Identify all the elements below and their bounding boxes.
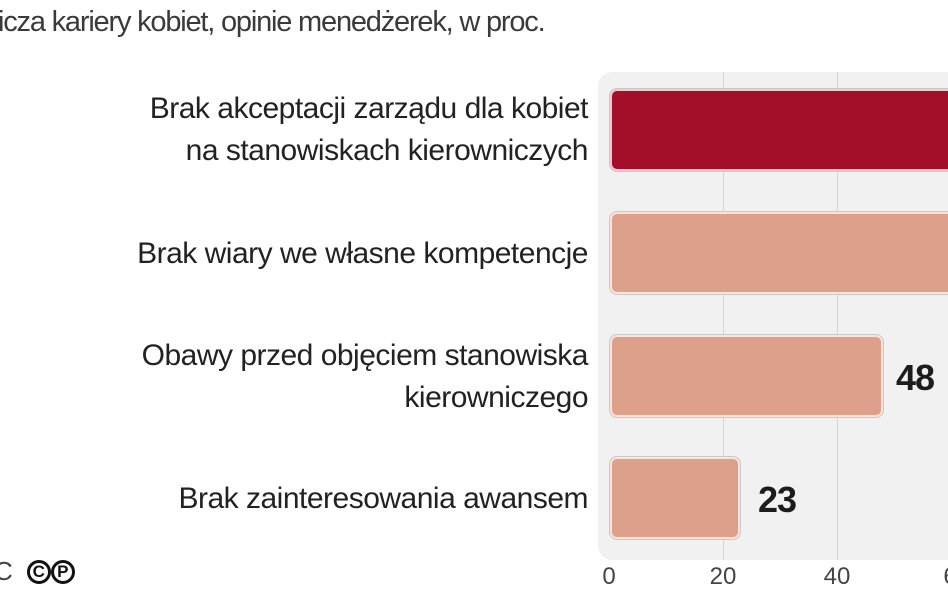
bar-label-3: Obawy przed objęciem stanowiska kierowni… <box>141 335 589 419</box>
bar-label-2-line1: Brak wiary we własne kompetencje <box>137 237 588 270</box>
bar-label-3-line1: Obawy przed objęciem stanowiska <box>141 339 589 372</box>
bar-label-4: Brak zainteresowania awansem <box>178 478 588 520</box>
x-tick-0: 0 <box>602 563 616 590</box>
bar-4 <box>610 457 740 539</box>
bar-3 <box>610 335 883 417</box>
bar-2 <box>610 212 948 294</box>
gridline-20 <box>723 72 724 560</box>
bar-label-1-line2: na stanowiskach kierowniczych <box>185 134 589 167</box>
x-tick-20: 20 <box>709 563 737 590</box>
bar-label-1-line1: Brak akceptacji zarządu dla kobiet <box>149 92 589 125</box>
bar-value-4: 23 <box>758 479 797 520</box>
bar-label-1: Brak akceptacji zarządu dla kobiet na st… <box>149 88 589 172</box>
source-credit: C C P <box>0 556 75 587</box>
x-tick-60: 6 <box>943 563 948 591</box>
credit-text: C <box>0 556 13 586</box>
chart-subtitle: icza kariery kobiet, opinie menedżerek, … <box>0 6 546 38</box>
bar-1 <box>610 89 948 171</box>
bar-value-3: 48 <box>896 357 935 398</box>
copyright-icon: C <box>26 559 51 584</box>
gridline-40 <box>837 72 838 560</box>
phonogram-icon: P <box>50 559 75 584</box>
bar-label-4-line1: Brak zainteresowania awansem <box>178 482 588 515</box>
copyright-icons: C P <box>26 559 75 584</box>
bar-label-2: Brak wiary we własne kompetencje <box>137 233 588 275</box>
x-tick-40: 40 <box>823 563 851 590</box>
bar-label-3-line2: kierowniczego <box>404 381 588 414</box>
